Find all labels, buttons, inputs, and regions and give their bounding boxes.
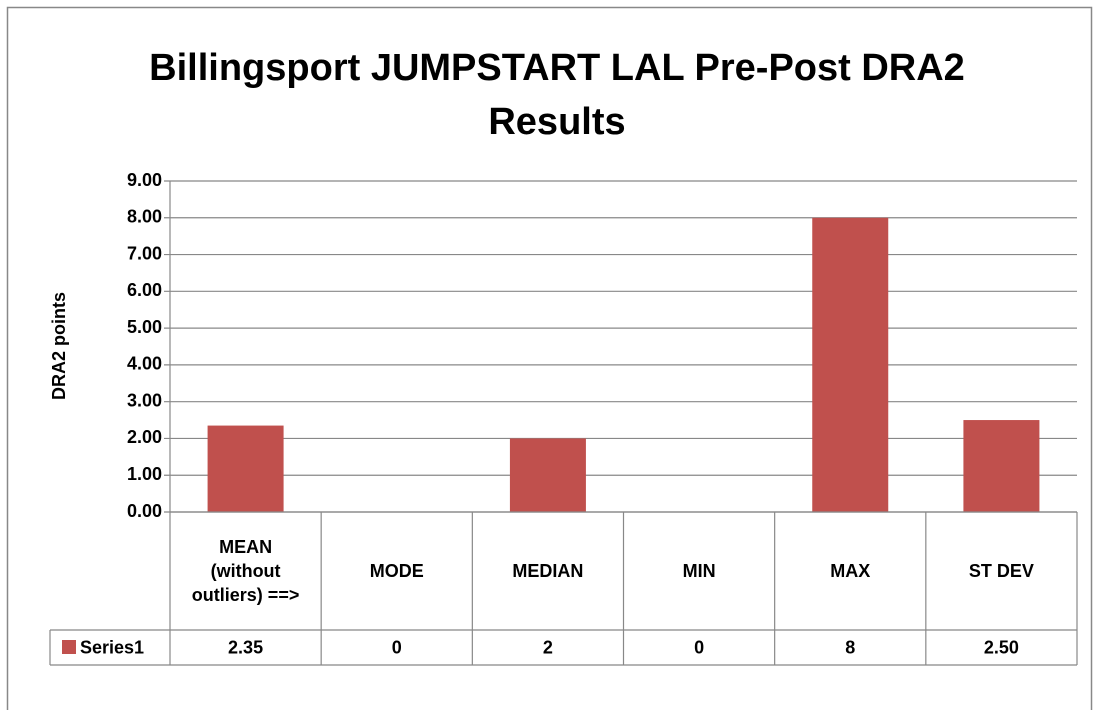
- legend-label: Series1: [80, 637, 144, 657]
- y-tick-label: 7.00: [127, 243, 162, 263]
- legend-key: [62, 640, 76, 654]
- x-tick-label: ST DEV: [968, 561, 1034, 581]
- y-axis-label: DRA2 points: [49, 292, 69, 400]
- bar: [207, 425, 284, 512]
- x-tick-label: MODE: [369, 561, 424, 581]
- x-tick-label-box: ST DEV: [968, 561, 1034, 581]
- x-tick-label-box: MEDIAN: [512, 561, 584, 581]
- y-tick-label: 8.00: [127, 207, 162, 227]
- x-tick-label: MEAN (without outliers) ==>: [191, 537, 300, 605]
- table-value: 2: [543, 637, 553, 657]
- x-tick-label-box: MODE: [369, 561, 424, 581]
- x-tick-label: MEDIAN: [512, 561, 584, 581]
- y-tick-label: 3.00: [127, 390, 162, 410]
- bar: [509, 438, 586, 512]
- table-value: 0: [392, 637, 402, 657]
- table-value: 8: [845, 637, 855, 657]
- y-tick-label: 6.00: [127, 280, 162, 300]
- chart-title: Billingsport JUMPSTART LAL Pre-Post DRA2: [149, 47, 965, 89]
- y-tick-label: 5.00: [127, 317, 162, 337]
- y-tick-label: 9.00: [127, 170, 162, 190]
- y-tick-label: 0.00: [127, 501, 162, 521]
- y-tick-label: 4.00: [127, 354, 162, 374]
- table-value: 0: [694, 637, 704, 657]
- x-tick-label: MAX: [830, 561, 871, 581]
- x-tick-label-box: MEAN (without outliers) ==>: [191, 537, 300, 605]
- bar: [812, 217, 889, 512]
- y-tick-label: 2.00: [127, 427, 162, 447]
- chart-border: [6, 6, 1093, 710]
- bar: [963, 420, 1040, 512]
- x-tick-label-box: MIN: [682, 561, 716, 581]
- chart-title: Results: [488, 101, 625, 143]
- table-value: 2.35: [228, 637, 263, 657]
- x-tick-label-box: MAX: [830, 561, 871, 581]
- y-tick-label: 1.00: [127, 464, 162, 484]
- x-tick-label: MIN: [682, 561, 716, 581]
- table-value: 2.50: [984, 637, 1019, 657]
